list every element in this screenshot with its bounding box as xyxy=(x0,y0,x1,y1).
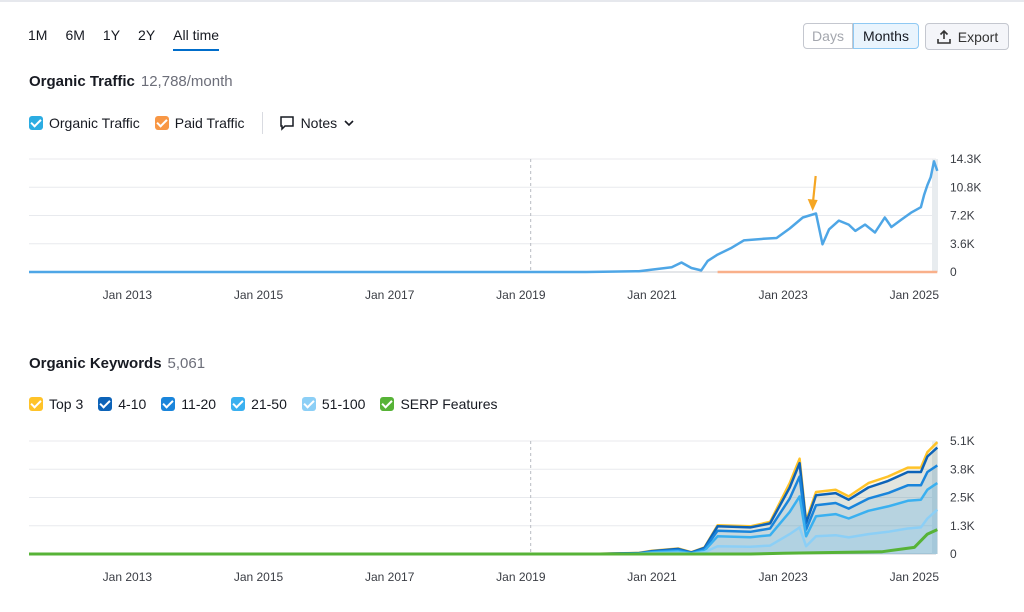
export-label: Export xyxy=(957,28,999,45)
x-tick-label: Jan 2023 xyxy=(758,288,808,302)
legend-21-50[interactable]: 21-50 xyxy=(231,396,287,412)
y-tick-label: 3.8K xyxy=(950,462,975,476)
y-tick-label: 2.5K xyxy=(950,491,975,505)
legend-label: SERP Features xyxy=(400,396,498,412)
series-line xyxy=(29,528,938,556)
series-area xyxy=(29,442,938,554)
traffic-title: Organic Traffic 12,788/month xyxy=(29,73,233,90)
x-tick-label: Jan 2017 xyxy=(365,288,415,302)
y-tick-label: 0 xyxy=(950,547,957,561)
x-tick-label: Jan 2015 xyxy=(234,570,284,584)
series-area xyxy=(29,483,938,554)
series-area xyxy=(29,465,938,554)
checkbox-icon xyxy=(161,397,176,411)
export-button[interactable]: Export xyxy=(925,23,1009,50)
legend-paid-traffic[interactable]: Paid Traffic xyxy=(154,115,245,131)
comment-icon xyxy=(279,116,294,131)
legend-label: 4-10 xyxy=(118,396,147,412)
legend-label: 21-50 xyxy=(251,396,287,412)
granularity-toggle: Days Months xyxy=(803,23,919,49)
legend-top-3[interactable]: Top 3 xyxy=(29,396,83,412)
x-tick-label: Jan 2021 xyxy=(627,570,677,584)
legend-label: 51-100 xyxy=(321,396,366,412)
series-line xyxy=(29,160,939,274)
y-tick-label: 1.3K xyxy=(950,519,975,533)
y-tick-label: 10.8K xyxy=(950,180,981,194)
series-area xyxy=(29,447,938,554)
legend-51-100[interactable]: 51-100 xyxy=(301,396,366,412)
days-button[interactable]: Days xyxy=(803,23,853,49)
checkbox-icon xyxy=(231,397,246,411)
top-border xyxy=(0,0,1024,2)
y-tick-label: 14.3K xyxy=(950,152,981,166)
x-tick-label: Jan 2019 xyxy=(496,570,546,584)
legend-serp-features[interactable]: SERP Features xyxy=(380,396,497,412)
checkbox-icon xyxy=(29,397,43,411)
range-tabs: 1M 6M 1Y 2Y All time xyxy=(28,27,237,51)
range-tab-1y[interactable]: 1Y xyxy=(102,27,121,43)
legend-divider xyxy=(261,112,263,134)
legend-4-10[interactable]: 4-10 xyxy=(98,396,146,412)
legend-label: Organic Traffic xyxy=(49,115,140,131)
chevron-down-icon xyxy=(344,120,354,127)
x-tick-label: Jan 2025 xyxy=(890,570,940,584)
keywords-title: Organic Keywords 5,061 xyxy=(29,355,205,372)
y-tick-label: 7.2K xyxy=(950,209,975,223)
checkbox-icon xyxy=(301,397,316,411)
legend-label: 11-20 xyxy=(181,396,217,412)
x-tick-label: Jan 2013 xyxy=(103,570,153,584)
x-tick-label: Jan 2021 xyxy=(627,288,677,302)
range-tab-2y[interactable]: 2Y xyxy=(138,27,156,43)
traffic-chart: 14.3K 10.8K 7.2K 3.6K 0 Jan 2013 Jan 2015 Jan 2… xyxy=(29,152,981,302)
traffic-value: 12,788/month xyxy=(140,73,233,90)
months-button[interactable]: Months xyxy=(853,23,919,49)
traffic-title-text: Organic Traffic xyxy=(29,73,135,90)
y-tick-label: 3.6K xyxy=(950,237,975,251)
checkbox-icon xyxy=(29,116,43,130)
legend-organic-traffic[interactable]: Organic Traffic xyxy=(29,115,140,131)
legend-11-20[interactable]: 11-20 xyxy=(161,396,216,412)
keywords-value: 5,061 xyxy=(167,355,206,372)
keywords-chart: 5.1K 3.8K 2.5K 1.3K 0 Jan 2013 Jan 2015 Jan 201… xyxy=(29,434,975,584)
x-tick-label: Jan 2019 xyxy=(496,288,546,302)
keywords-legend: Top 3 4-10 11-20 21-50 51-100 SERP Featu… xyxy=(29,396,512,412)
legend-label: Top 3 xyxy=(49,396,84,412)
x-tick-label: Jan 2025 xyxy=(890,288,940,302)
range-tab-all-time[interactable]: All time xyxy=(173,27,220,51)
traffic-legend: Organic Traffic Paid Traffic Notes xyxy=(29,112,370,134)
x-tick-label: Jan 2023 xyxy=(758,570,808,584)
current-period-band xyxy=(932,159,938,272)
checkbox-icon xyxy=(154,116,169,130)
current-period-band xyxy=(932,441,938,554)
checkbox-icon xyxy=(98,397,113,411)
annotation-arrow-icon xyxy=(807,199,818,211)
series-area xyxy=(29,509,938,554)
notes-dropdown[interactable]: Notes xyxy=(279,115,356,131)
range-tab-1m[interactable]: 1M xyxy=(28,27,48,43)
notes-label: Notes xyxy=(300,115,338,131)
checkbox-icon xyxy=(380,397,395,411)
x-tick-label: Jan 2013 xyxy=(103,288,153,302)
x-tick-label: Jan 2017 xyxy=(365,570,415,584)
upload-icon xyxy=(936,29,951,44)
y-tick-label: 5.1K xyxy=(950,434,975,448)
y-tick-label: 0 xyxy=(950,265,957,279)
keywords-title-text: Organic Keywords xyxy=(29,355,162,372)
range-tab-6m[interactable]: 6M xyxy=(65,27,85,43)
x-tick-label: Jan 2015 xyxy=(234,288,284,302)
legend-label: Paid Traffic xyxy=(174,115,245,131)
